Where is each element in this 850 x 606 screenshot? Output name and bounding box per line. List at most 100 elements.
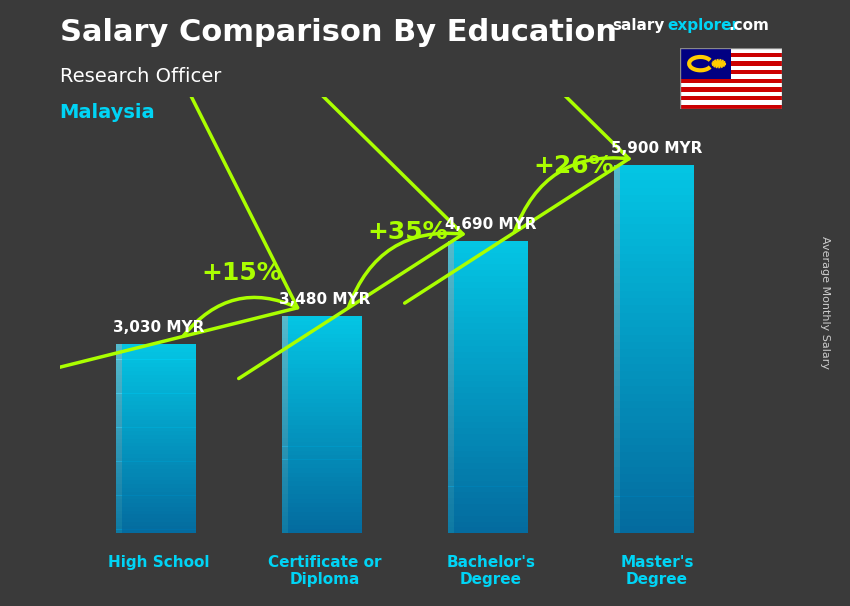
Bar [454, 299, 529, 305]
Bar [620, 305, 694, 313]
Bar [281, 347, 287, 351]
Bar [122, 514, 196, 518]
Bar [281, 447, 287, 451]
Bar [116, 398, 122, 401]
Bar [614, 408, 620, 416]
Bar [448, 288, 454, 293]
Bar [614, 313, 620, 320]
Bar [680, 101, 782, 105]
Bar [454, 451, 529, 458]
Bar [116, 522, 122, 526]
Bar [122, 447, 196, 450]
Bar [281, 520, 287, 525]
Bar [448, 323, 454, 328]
Bar [116, 427, 122, 431]
Bar [281, 499, 287, 503]
Bar [614, 342, 620, 350]
Bar [620, 188, 694, 195]
Bar [287, 468, 362, 473]
Bar [287, 390, 362, 395]
Bar [281, 481, 287, 485]
Bar [122, 386, 196, 390]
Bar [281, 399, 287, 403]
Bar [620, 496, 694, 504]
Bar [448, 317, 454, 323]
Bar [122, 367, 196, 371]
Bar [620, 217, 694, 224]
Bar [287, 494, 362, 499]
Bar [281, 381, 287, 386]
Bar [448, 428, 454, 434]
Bar [448, 434, 454, 440]
Bar [281, 433, 287, 438]
Bar [448, 405, 454, 410]
Bar [614, 283, 620, 290]
Bar [614, 482, 620, 489]
Bar [448, 516, 454, 522]
Bar [620, 401, 694, 408]
Bar [287, 442, 362, 447]
Bar [122, 412, 196, 416]
Bar [448, 422, 454, 428]
Text: Research Officer: Research Officer [60, 67, 221, 85]
Bar [122, 518, 196, 522]
Bar [454, 399, 529, 405]
Bar [116, 488, 122, 491]
Bar [122, 344, 196, 348]
Bar [448, 399, 454, 405]
Bar [122, 525, 196, 530]
Bar [116, 525, 122, 530]
Bar [614, 276, 620, 283]
Bar [116, 518, 122, 522]
Bar [287, 459, 362, 464]
Bar [454, 358, 529, 364]
Bar [287, 381, 362, 386]
Bar [454, 416, 529, 422]
Bar [614, 489, 620, 496]
Bar [454, 241, 529, 247]
Bar [448, 498, 454, 504]
Bar [122, 363, 196, 367]
Bar [287, 316, 362, 321]
Bar [122, 359, 196, 364]
Bar [448, 381, 454, 387]
Bar [281, 438, 287, 442]
Bar [287, 464, 362, 468]
Bar [448, 311, 454, 317]
Bar [281, 511, 287, 516]
Bar [122, 442, 196, 447]
Bar [116, 447, 122, 450]
Bar [614, 496, 620, 504]
Bar [448, 410, 454, 416]
Bar [287, 325, 362, 330]
Bar [281, 377, 287, 381]
Bar [122, 371, 196, 375]
Bar [620, 350, 694, 357]
Bar [680, 66, 782, 70]
Bar [614, 224, 620, 231]
Bar [448, 458, 454, 463]
Bar [281, 368, 287, 373]
Bar [614, 386, 620, 393]
Bar [281, 338, 287, 342]
Bar [454, 463, 529, 469]
Bar [614, 327, 620, 335]
Bar [454, 481, 529, 487]
Bar [454, 487, 529, 492]
Bar [116, 435, 122, 439]
Bar [287, 520, 362, 525]
Bar [122, 378, 196, 382]
Bar [122, 473, 196, 477]
Bar [122, 393, 196, 398]
Bar [454, 253, 529, 259]
Bar [448, 463, 454, 469]
Bar [287, 511, 362, 516]
Bar [620, 195, 694, 202]
Bar [454, 469, 529, 475]
Bar [454, 410, 529, 416]
Text: Master's
Degree: Master's Degree [620, 555, 694, 587]
Bar [287, 529, 362, 533]
Text: Average Monthly Salary: Average Monthly Salary [819, 236, 830, 370]
Bar [614, 379, 620, 386]
Bar [680, 70, 782, 75]
